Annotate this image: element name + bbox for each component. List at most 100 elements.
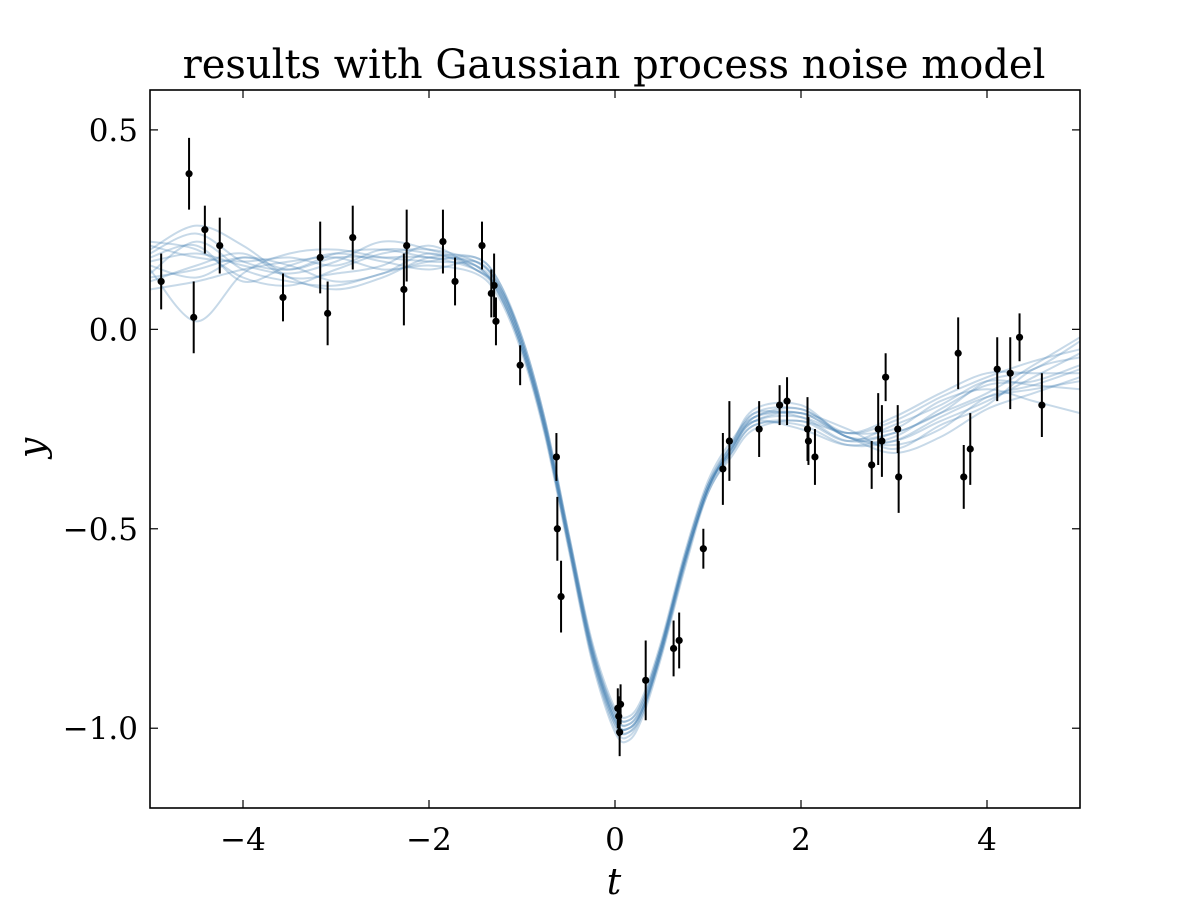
data-point xyxy=(675,612,683,669)
y-axis-label: y xyxy=(12,437,53,460)
data-point xyxy=(490,253,498,318)
point-marker xyxy=(960,473,968,481)
point-marker xyxy=(490,281,498,290)
point-marker xyxy=(400,285,408,294)
point-marker xyxy=(719,465,727,473)
data-point xyxy=(669,620,678,677)
point-marker xyxy=(478,241,486,250)
gp-sample-line-1 xyxy=(149,232,1081,732)
data-point xyxy=(954,317,962,390)
point-marker xyxy=(185,170,193,178)
point-marker xyxy=(279,293,287,302)
point-marker xyxy=(755,425,763,433)
data-point xyxy=(451,257,459,306)
data-point xyxy=(642,640,650,721)
gp-sample-line-7 xyxy=(149,240,1080,727)
point-marker xyxy=(725,437,733,445)
x-tick-label: 4 xyxy=(977,822,997,858)
point-marker xyxy=(1015,333,1024,341)
point-marker xyxy=(553,525,561,533)
point-marker xyxy=(349,233,357,242)
data-point xyxy=(400,253,408,326)
data-point xyxy=(1015,313,1024,362)
point-marker xyxy=(882,373,890,381)
data-point xyxy=(1006,337,1014,410)
data-point xyxy=(157,253,165,310)
data-point xyxy=(478,221,486,270)
data-point xyxy=(804,417,813,465)
gp-sample-line-12 xyxy=(149,255,1081,736)
axis-ticks: −4 −2 0 2 4 −1.0 −0.5 0.0 0.5 xyxy=(63,90,1080,858)
point-marker xyxy=(954,349,962,357)
point-marker xyxy=(492,317,500,325)
data-point xyxy=(878,405,886,477)
data-point xyxy=(895,441,903,513)
data-point xyxy=(616,684,625,725)
y-tick-label: −0.5 xyxy=(63,512,138,548)
plot-frame xyxy=(149,89,1081,809)
y-tick-label: 0.5 xyxy=(89,113,138,149)
data-point xyxy=(966,413,974,485)
point-marker xyxy=(699,545,707,553)
data-point xyxy=(201,205,209,254)
point-marker xyxy=(557,592,565,601)
data-point xyxy=(960,445,968,509)
data-point xyxy=(882,353,890,402)
gp-samples xyxy=(149,224,1081,744)
point-marker xyxy=(201,226,209,234)
data-point xyxy=(552,433,561,481)
gp-sample-line-8 xyxy=(149,244,1081,723)
point-marker xyxy=(1006,369,1014,377)
data-point xyxy=(216,217,224,274)
point-marker xyxy=(895,473,903,481)
point-marker xyxy=(439,237,447,246)
data-point xyxy=(755,401,763,457)
point-marker xyxy=(324,309,332,317)
data-point xyxy=(279,273,287,322)
data-point xyxy=(516,345,524,386)
point-marker xyxy=(675,636,683,645)
point-marker xyxy=(966,445,974,453)
data-point xyxy=(190,281,198,354)
point-marker xyxy=(552,453,561,461)
data-point xyxy=(557,560,565,633)
data-point xyxy=(811,429,819,485)
data-points xyxy=(157,137,1046,757)
gp-sample-line-4 xyxy=(149,256,1081,744)
data-point xyxy=(349,205,357,270)
point-marker xyxy=(993,365,1001,373)
gp-sample-line-5 xyxy=(149,224,1081,723)
point-marker xyxy=(669,644,678,653)
data-point xyxy=(439,209,447,274)
y-tick-label: −1.0 xyxy=(63,711,138,747)
gp-sample-line-6 xyxy=(149,248,1081,731)
point-marker xyxy=(316,253,324,262)
point-marker xyxy=(1038,401,1046,409)
data-point xyxy=(185,137,193,210)
x-tick-label: 0 xyxy=(605,822,625,858)
data-point xyxy=(699,528,707,569)
point-marker xyxy=(616,700,625,708)
data-point xyxy=(725,401,733,481)
point-marker xyxy=(878,437,886,445)
data-point xyxy=(719,433,727,505)
gp-sample-line-11 xyxy=(149,240,1081,728)
point-marker xyxy=(894,425,902,433)
gp-sample-line-3 xyxy=(149,240,1081,719)
data-point xyxy=(403,209,411,282)
point-marker xyxy=(190,313,198,321)
data-point xyxy=(868,441,876,489)
point-marker xyxy=(216,241,224,250)
point-marker xyxy=(776,401,784,409)
point-marker xyxy=(516,361,524,369)
point-marker xyxy=(451,277,459,286)
data-point xyxy=(1038,373,1046,438)
chart-title: results with Gaussian process noise mode… xyxy=(183,42,1046,88)
data-point xyxy=(324,281,332,346)
gp-sample-line-2 xyxy=(149,252,1081,735)
point-marker xyxy=(616,728,624,736)
x-tick-label: −2 xyxy=(406,822,452,858)
data-point xyxy=(553,496,561,561)
point-marker xyxy=(868,461,876,469)
